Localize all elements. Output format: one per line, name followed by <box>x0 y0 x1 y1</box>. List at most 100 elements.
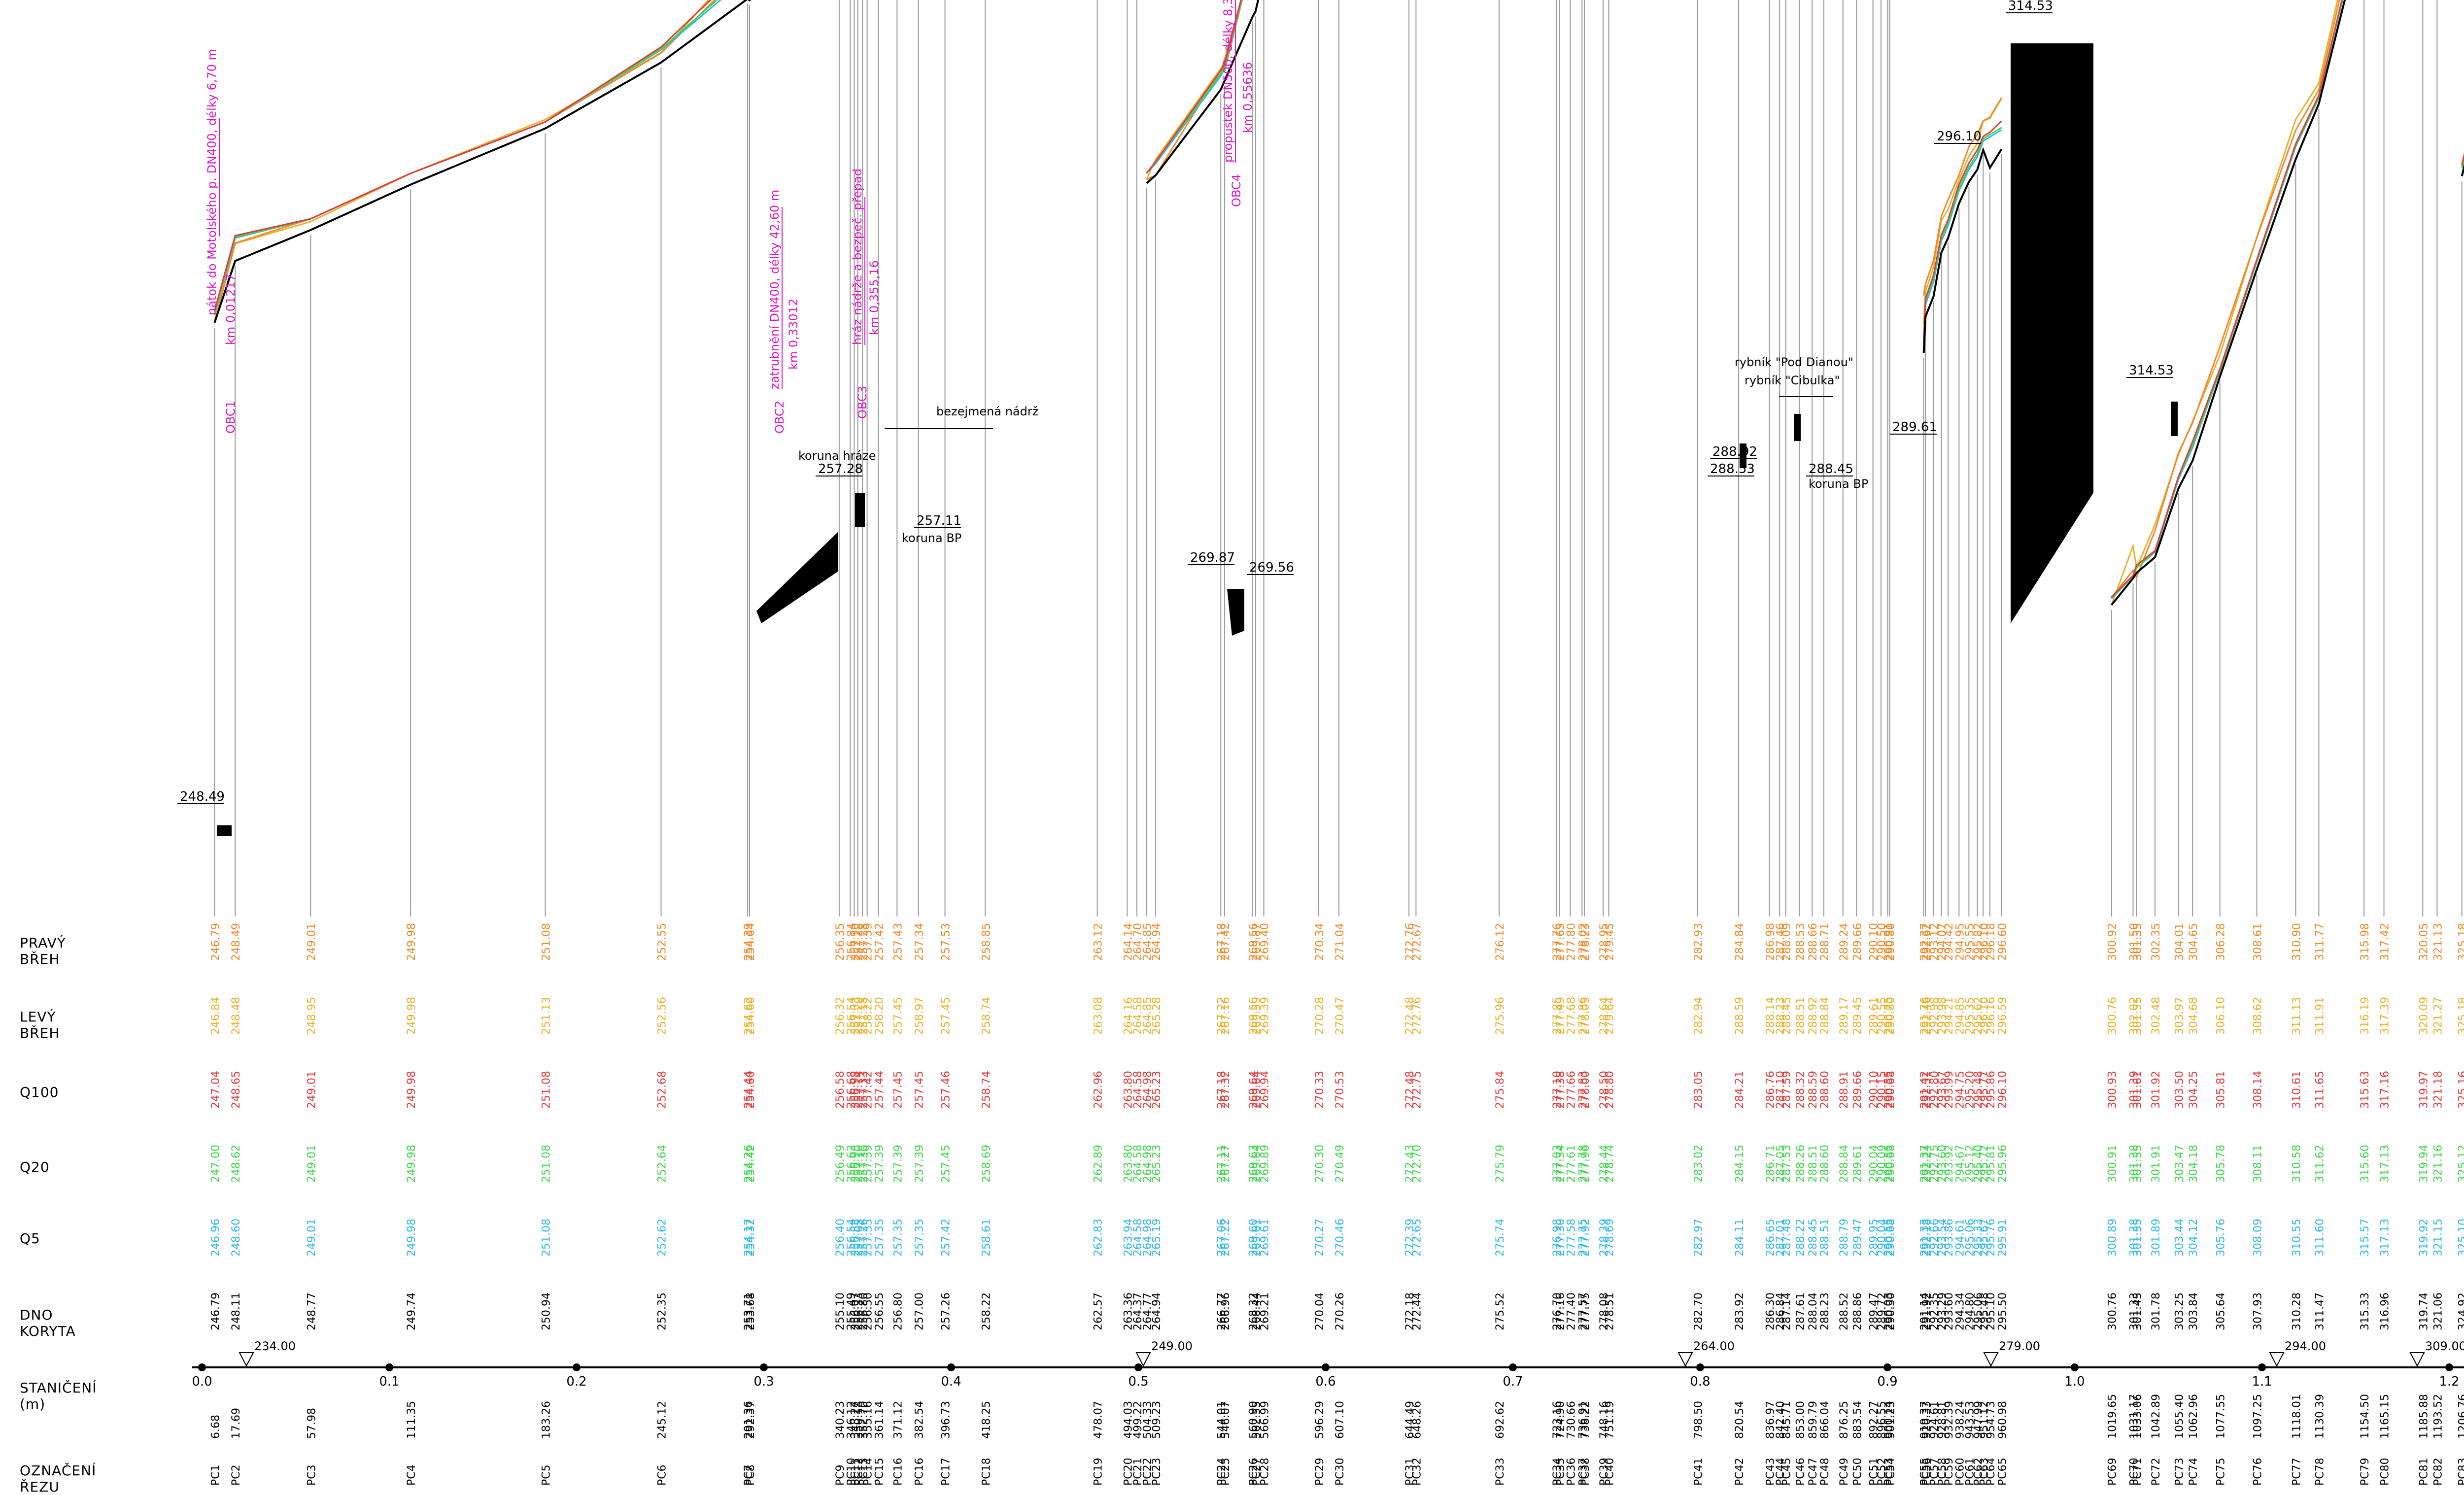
right-bank-value: 257.28 <box>857 923 870 961</box>
axis-tick-dot <box>947 1363 955 1371</box>
q20-value: 254.42 <box>745 1145 757 1183</box>
bed-value: 248.11 <box>230 1292 242 1330</box>
datum-label: 249.00 <box>1151 1339 1193 1353</box>
section-name: PC70 <box>2128 1458 2140 1486</box>
q20-value: 294.67 <box>1954 1145 1966 1183</box>
axis-tick-dot <box>573 1363 581 1371</box>
right-bank-value: 306.28 <box>2215 923 2227 961</box>
section-name: PC35 <box>1555 1458 1567 1486</box>
left-bank-value: 288.51 <box>1794 997 1807 1035</box>
bed-value: 256.80 <box>857 1292 870 1330</box>
bed-value: 321.06 <box>2432 1292 2444 1330</box>
q20-value: 287.05 <box>1775 1145 1787 1183</box>
section-name: PC78 <box>2314 1458 2326 1486</box>
q5-value: 248.60 <box>230 1219 242 1257</box>
q100-value: 305.81 <box>2215 1071 2227 1109</box>
q5-value: 257.05 <box>853 1219 865 1257</box>
q20-value: 304.18 <box>2188 1145 2200 1183</box>
bed-value: 287.14 <box>1781 1292 1793 1330</box>
section-name: PC75 <box>2215 1458 2227 1486</box>
left-bank-value: 275.96 <box>1494 997 1506 1035</box>
bed-value: 301.45 <box>2132 1292 2144 1330</box>
culvert-block <box>1227 589 1244 636</box>
left-bank-line <box>213 0 710 321</box>
q5-value: 258.61 <box>980 1219 992 1257</box>
section-name: PC13 <box>857 1458 870 1486</box>
bed-value: 286.84 <box>1775 1292 1787 1330</box>
left-bank-value: 311.91 <box>2314 997 2326 1035</box>
axis-tick-dot <box>1696 1363 1704 1371</box>
q100-value: 257.46 <box>940 1071 953 1109</box>
q5-value: 254.17 <box>743 1219 755 1257</box>
chainage-value: 1130.39 <box>2314 1394 2326 1439</box>
section-name: PC64 <box>1985 1458 1997 1486</box>
section-name: PC61 <box>1964 1458 1976 1486</box>
right-bank-line <box>1146 0 1242 180</box>
axis-tick-dot <box>1883 1363 1891 1371</box>
right-bank-value: 286.98 <box>1764 923 1777 961</box>
bed-value: 266.77 <box>1216 1292 1228 1330</box>
left-bank-value: 306.10 <box>2215 997 2227 1035</box>
q5-value: 249.01 <box>306 1219 318 1257</box>
bed-value: 256.07 <box>849 1292 861 1330</box>
left-bank-value: 258.20 <box>873 997 886 1035</box>
q5-value: 251.08 <box>540 1219 552 1257</box>
bed-value: 252.35 <box>656 1292 668 1330</box>
chainage-value: 901.23 <box>1885 1401 1897 1439</box>
q5-value: 267.06 <box>1216 1219 1228 1257</box>
channel-bed-line <box>1922 147 2003 353</box>
q5-value: 303.44 <box>2174 1219 2186 1257</box>
chainage-value: 6.68 <box>209 1415 222 1439</box>
elevation-callout: 248.49 <box>180 789 225 804</box>
section-name: PC53 <box>1883 1458 1895 1486</box>
q20-value: 256.93 <box>849 1145 861 1183</box>
q5-value: 270.46 <box>1334 1219 1346 1257</box>
right-bank-value: 288.53 <box>1794 923 1807 961</box>
q5-value: 272.39 <box>1404 1219 1416 1257</box>
section-name: PC39 <box>1598 1458 1610 1486</box>
bed-value: 295.06 <box>1972 1292 1985 1330</box>
right-bank-value: 325.18 <box>2457 923 2464 961</box>
section-name: PC25 <box>1220 1458 1232 1486</box>
right-bank-value: 287.46 <box>1775 923 1787 961</box>
bed-value: 289.47 <box>1868 1292 1881 1330</box>
q100-value: 310.61 <box>2291 1071 2303 1109</box>
q5-value: 256.88 <box>849 1219 861 1257</box>
structure-mark <box>2171 402 2178 436</box>
q100-value: 319.97 <box>2418 1071 2430 1109</box>
right-bank-value: 272.76 <box>1404 923 1416 961</box>
q100-value: 296.10 <box>1997 1071 2009 1109</box>
q5-value: 290.55 <box>1883 1219 1895 1257</box>
datum-label: 309.00 <box>2425 1339 2464 1353</box>
q100-value: 270.53 <box>1334 1071 1346 1109</box>
q100-value: 287.10 <box>1775 1071 1787 1109</box>
section-name: PC49 <box>1838 1458 1850 1486</box>
right-bank-value: 295.82 <box>1972 923 1985 961</box>
q5-value: 269.61 <box>1251 1219 1263 1257</box>
culvert-block <box>2011 43 2093 623</box>
chainage-value: 382.54 <box>914 1401 926 1439</box>
section-name: PC34 <box>1551 1458 1564 1486</box>
q20-value: 284.15 <box>1734 1145 1746 1183</box>
spillway-crest-label: koruna BP <box>1809 477 1868 491</box>
q100-value: 278.80 <box>1604 1071 1616 1109</box>
section-name: PC48 <box>1819 1458 1831 1486</box>
bed-value: 268.32 <box>1247 1292 1260 1330</box>
bed-value: 246.79 <box>209 1292 222 1330</box>
chainage-axis: 0.0 0.1 0.2 0.3 0.4 0.5 0.6 0.7 0.8 0.9 1.0 1.1 1.2 2… <box>192 1339 2464 1389</box>
section-name: PC46 <box>1794 1458 1807 1486</box>
q5-value: 267.22 <box>1220 1219 1232 1257</box>
right-bank-value: 258.85 <box>980 923 992 961</box>
q5-value: 301.38 <box>2128 1219 2140 1257</box>
q20-value: 303.47 <box>2174 1145 2186 1183</box>
q100-water-line <box>213 0 712 311</box>
elevation-callout: 314.53 <box>2129 363 2174 378</box>
q20-value: 257.39 <box>892 1145 904 1183</box>
section-name: PC26 <box>1247 1458 1260 1486</box>
axis-tick-label: 0.6 <box>1315 1374 1335 1389</box>
section-name: PC7 <box>743 1464 755 1486</box>
chainage-value: 900.14 <box>1883 1401 1895 1439</box>
q20-value: 247.00 <box>209 1145 222 1183</box>
right-bank-value: 267.42 <box>1220 923 1232 961</box>
